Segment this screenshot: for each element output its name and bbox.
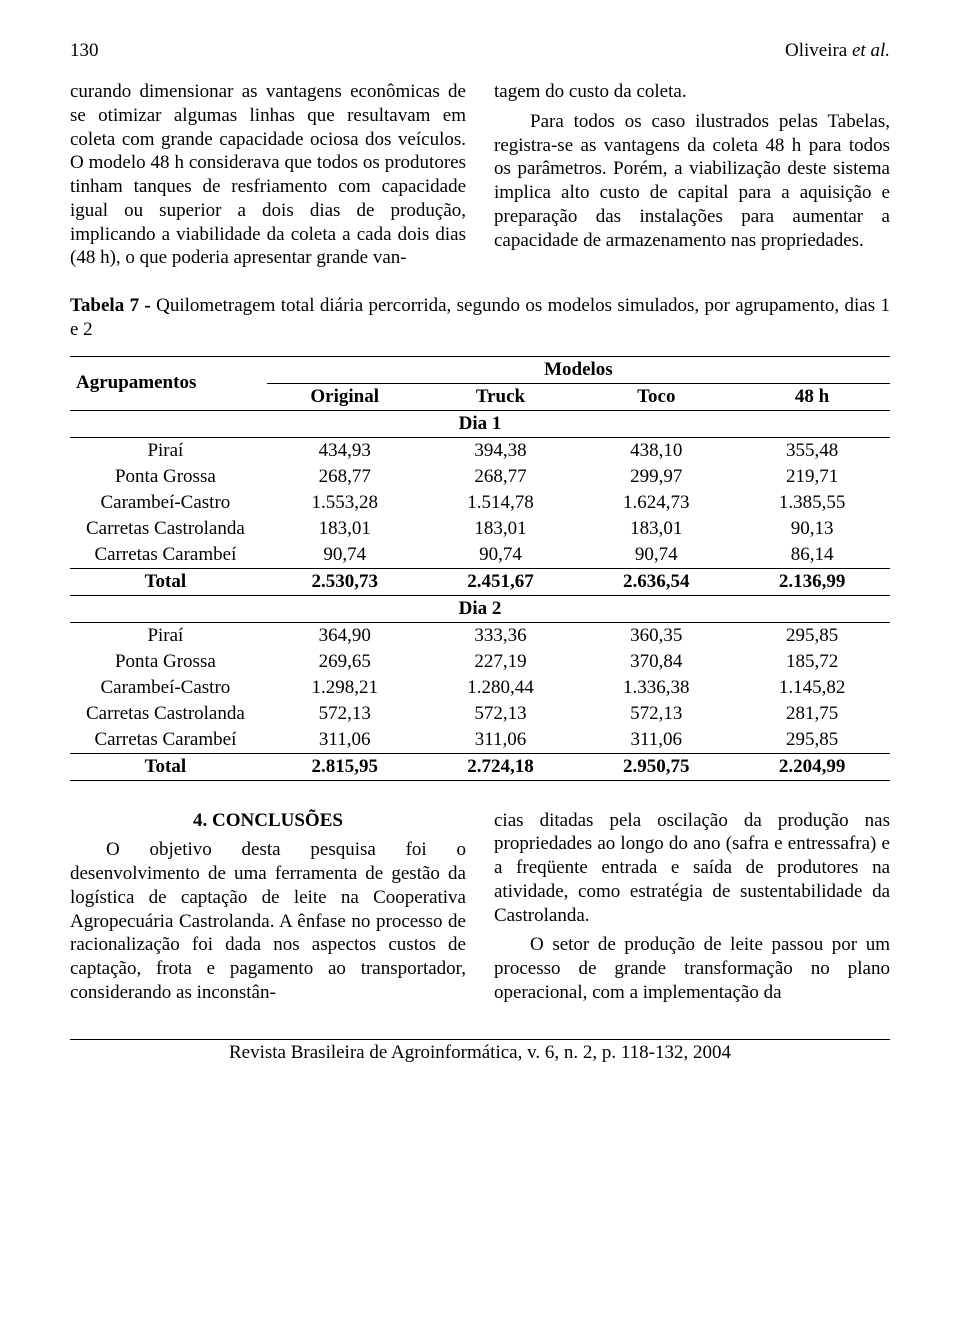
table-total-cell: 2.530,73 — [267, 568, 423, 595]
table-total-cell: 2.815,95 — [267, 753, 423, 780]
table-cell: 295,85 — [734, 622, 890, 649]
body-top-columns: curando dimensionar as vantagens econômi… — [70, 80, 890, 270]
authors-etal: et al. — [852, 40, 890, 61]
table-cell: 90,13 — [734, 516, 890, 542]
table-cell: 295,85 — [734, 727, 890, 754]
table-row-label: Carretas Castrolanda — [70, 701, 267, 727]
page: 130 Oliveira et al. curando dimensionar … — [0, 0, 960, 1104]
table-rowheader: Agrupamentos — [70, 356, 267, 410]
table-cell: 572,13 — [423, 701, 579, 727]
table-section-header: Dia 2 — [70, 595, 890, 622]
table-cell: 185,72 — [734, 649, 890, 675]
conclusions-heading: 4. CONCLUSÕES — [70, 809, 466, 833]
table-models-header: Modelos — [267, 356, 890, 383]
table-row-label: Ponta Grossa — [70, 464, 267, 490]
table-row-label: Piraí — [70, 622, 267, 649]
table-cell: 434,93 — [267, 437, 423, 464]
body-top-left-para: curando dimensionar as vantagens econômi… — [70, 80, 466, 270]
conclusions-left-para: O objetivo desta pesquisa foi o desenvol… — [70, 838, 466, 1004]
table-cell: 311,06 — [267, 727, 423, 754]
table-cell: 355,48 — [734, 437, 890, 464]
table-cell: 1.298,21 — [267, 675, 423, 701]
table-cell: 219,71 — [734, 464, 890, 490]
table-total-cell: 2.636,54 — [578, 568, 734, 595]
table-total-label: Total — [70, 753, 267, 780]
body-top-right-col: tagem do custo da coleta. Para todos os … — [494, 80, 890, 270]
table-cell: 1.553,28 — [267, 490, 423, 516]
table-row-label: Carambeí-Castro — [70, 490, 267, 516]
table-cell: 1.280,44 — [423, 675, 579, 701]
table-cell: 86,14 — [734, 542, 890, 569]
table-total-label: Total — [70, 568, 267, 595]
table-cell: 299,97 — [578, 464, 734, 490]
table-col-3: 48 h — [734, 383, 890, 410]
table-cell: 572,13 — [267, 701, 423, 727]
footer-citation: Revista Brasileira de Agroinformática, v… — [70, 1039, 890, 1064]
table-caption-text: Quilometragem total diária percorrida, s… — [70, 295, 890, 340]
table-cell: 183,01 — [423, 516, 579, 542]
table-cell: 438,10 — [578, 437, 734, 464]
table-cell: 370,84 — [578, 649, 734, 675]
table-cell: 269,65 — [267, 649, 423, 675]
table-cell: 311,06 — [578, 727, 734, 754]
table-body: Dia 1Piraí434,93394,38438,10355,48Ponta … — [70, 410, 890, 780]
table-cell: 333,36 — [423, 622, 579, 649]
authors-name: Oliveira — [785, 40, 852, 61]
table-total-cell: 2.136,99 — [734, 568, 890, 595]
table-col-1: Truck — [423, 383, 579, 410]
table-cell: 360,35 — [578, 622, 734, 649]
table-total-cell: 2.451,67 — [423, 568, 579, 595]
table-cell: 1.336,38 — [578, 675, 734, 701]
table-cell: 90,74 — [423, 542, 579, 569]
page-number: 130 — [70, 40, 99, 62]
running-header: 130 Oliveira et al. — [70, 40, 890, 62]
table-cell: 183,01 — [578, 516, 734, 542]
table-cell: 183,01 — [267, 516, 423, 542]
conclusions-columns: 4. CONCLUSÕES O objetivo desta pesquisa … — [70, 809, 890, 1005]
body-top-right-para-2: Para todos os caso ilustrados pelas Tabe… — [494, 110, 890, 253]
table-cell: 281,75 — [734, 701, 890, 727]
conclusions-left-col: 4. CONCLUSÕES O objetivo desta pesquisa … — [70, 809, 466, 1005]
table-caption-label: Tabela 7 - — [70, 295, 156, 316]
table-cell: 1.624,73 — [578, 490, 734, 516]
body-top-left-col: curando dimensionar as vantagens econômi… — [70, 80, 466, 270]
table-cell: 268,77 — [423, 464, 579, 490]
conclusions-right-col: cias ditadas pela oscilação da produção … — [494, 809, 890, 1005]
table-cell: 364,90 — [267, 622, 423, 649]
table-row-label: Piraí — [70, 437, 267, 464]
table-cell: 227,19 — [423, 649, 579, 675]
table-cell: 1.385,55 — [734, 490, 890, 516]
table-row-label: Carretas Carambeí — [70, 727, 267, 754]
table-row-label: Ponta Grossa — [70, 649, 267, 675]
table-section-header: Dia 1 — [70, 410, 890, 437]
header-authors: Oliveira et al. — [785, 40, 890, 62]
table-row-label: Carambeí-Castro — [70, 675, 267, 701]
conclusions-right-para-2: O setor de produção de leite passou por … — [494, 933, 890, 1004]
table-col-2: Toco — [578, 383, 734, 410]
table-cell: 311,06 — [423, 727, 579, 754]
table-cell: 268,77 — [267, 464, 423, 490]
table-caption: Tabela 7 - Quilometragem total diária pe… — [70, 294, 890, 342]
table-col-0: Original — [267, 383, 423, 410]
table-cell: 90,74 — [578, 542, 734, 569]
table-total-cell: 2.724,18 — [423, 753, 579, 780]
table-total-cell: 2.204,99 — [734, 753, 890, 780]
table-row-label: Carretas Castrolanda — [70, 516, 267, 542]
table-cell: 572,13 — [578, 701, 734, 727]
conclusions-right-para-1: cias ditadas pela oscilação da produção … — [494, 809, 890, 928]
table-cell: 90,74 — [267, 542, 423, 569]
table-cell: 1.145,82 — [734, 675, 890, 701]
table-total-cell: 2.950,75 — [578, 753, 734, 780]
table-cell: 394,38 — [423, 437, 579, 464]
table-row-label: Carretas Carambeí — [70, 542, 267, 569]
body-top-right-para-1: tagem do custo da coleta. — [494, 80, 890, 104]
table-cell: 1.514,78 — [423, 490, 579, 516]
data-table: Agrupamentos Modelos Original Truck Toco… — [70, 356, 890, 781]
